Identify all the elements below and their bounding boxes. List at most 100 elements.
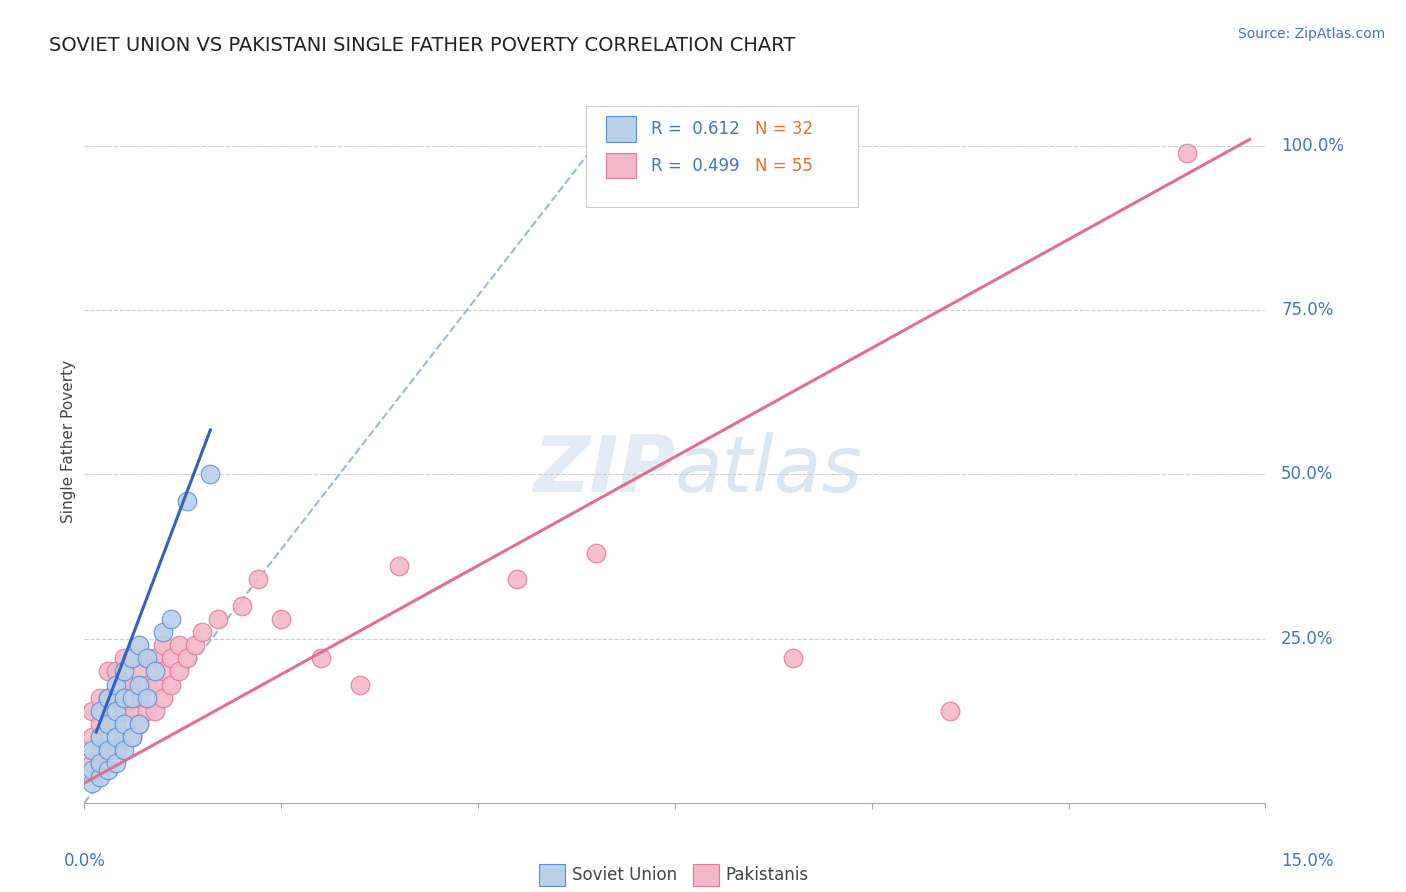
Point	[167, 665, 190, 679]
Point	[191, 625, 214, 640]
Point	[112, 665, 135, 679]
Point	[143, 677, 166, 691]
Point	[97, 743, 120, 757]
Point	[112, 651, 135, 665]
Point	[136, 690, 159, 705]
Point	[128, 638, 150, 652]
Point	[97, 756, 120, 771]
Text: 50.0%: 50.0%	[1281, 466, 1333, 483]
Point	[160, 677, 183, 691]
Point	[176, 651, 198, 665]
Point	[939, 704, 962, 718]
Bar	[538, 864, 565, 886]
Point	[143, 704, 166, 718]
Point	[160, 612, 183, 626]
Point	[309, 651, 332, 665]
Text: 100.0%: 100.0%	[1281, 137, 1344, 155]
Point	[97, 690, 120, 705]
Point	[97, 763, 120, 777]
Point	[82, 730, 104, 744]
Bar	[606, 116, 636, 142]
Point	[121, 651, 143, 665]
Point	[89, 756, 111, 771]
FancyBboxPatch shape	[586, 105, 858, 207]
Y-axis label: Single Father Poverty: Single Father Poverty	[60, 360, 76, 523]
Point	[388, 559, 411, 574]
Point	[104, 690, 127, 705]
Point	[89, 730, 111, 744]
Point	[97, 717, 120, 731]
Point	[200, 467, 222, 482]
Point	[782, 651, 804, 665]
Text: atlas: atlas	[675, 433, 863, 508]
Point	[349, 677, 371, 691]
Point	[136, 677, 159, 691]
Point	[143, 665, 166, 679]
Text: R =  0.499: R = 0.499	[651, 156, 740, 175]
Text: Soviet Union: Soviet Union	[572, 866, 678, 884]
Point	[104, 704, 127, 718]
Text: ZIP: ZIP	[533, 433, 675, 508]
Point	[128, 665, 150, 679]
Point	[82, 704, 104, 718]
Point	[89, 770, 111, 784]
Point	[104, 756, 127, 771]
Point	[136, 651, 159, 665]
Point	[97, 717, 120, 731]
Point	[112, 717, 135, 731]
Point	[104, 677, 127, 691]
Point	[104, 743, 127, 757]
Point	[112, 690, 135, 705]
Point	[89, 717, 111, 731]
Point	[128, 690, 150, 705]
Point	[82, 763, 104, 777]
Text: SOVIET UNION VS PAKISTANI SINGLE FATHER POVERTY CORRELATION CHART: SOVIET UNION VS PAKISTANI SINGLE FATHER …	[49, 36, 796, 54]
Point	[121, 651, 143, 665]
Point	[128, 717, 150, 731]
Point	[152, 625, 174, 640]
Point	[82, 776, 104, 790]
Text: 75.0%: 75.0%	[1281, 301, 1333, 319]
Point	[246, 573, 269, 587]
Point	[89, 743, 111, 757]
Point	[506, 573, 529, 587]
Point	[121, 677, 143, 691]
Point	[104, 717, 127, 731]
Point	[104, 665, 127, 679]
Point	[97, 690, 120, 705]
Point	[121, 730, 143, 744]
Point	[585, 546, 607, 560]
Point	[82, 756, 104, 771]
Text: Source: ZipAtlas.com: Source: ZipAtlas.com	[1237, 27, 1385, 41]
Point	[112, 677, 135, 691]
Point	[152, 665, 174, 679]
Point	[176, 493, 198, 508]
Point	[97, 743, 120, 757]
Text: N = 55: N = 55	[755, 156, 813, 175]
Point	[82, 743, 104, 757]
Text: 15.0%: 15.0%	[1281, 852, 1334, 870]
Point	[128, 677, 150, 691]
Point	[207, 612, 229, 626]
Point	[136, 704, 159, 718]
Point	[89, 690, 111, 705]
Bar	[693, 864, 718, 886]
Point	[183, 638, 205, 652]
Point	[112, 730, 135, 744]
Text: 0.0%: 0.0%	[63, 852, 105, 870]
Text: Pakistanis: Pakistanis	[725, 866, 808, 884]
Point	[152, 690, 174, 705]
Point	[136, 651, 159, 665]
Point	[231, 599, 253, 613]
Point	[152, 638, 174, 652]
Bar	[606, 153, 636, 178]
Point	[89, 756, 111, 771]
Point	[160, 651, 183, 665]
Text: N = 32: N = 32	[755, 120, 813, 138]
Text: R =  0.612: R = 0.612	[651, 120, 740, 138]
Text: 25.0%: 25.0%	[1281, 630, 1334, 648]
Point	[1175, 145, 1198, 160]
Point	[112, 743, 135, 757]
Point	[97, 665, 120, 679]
Point	[167, 638, 190, 652]
